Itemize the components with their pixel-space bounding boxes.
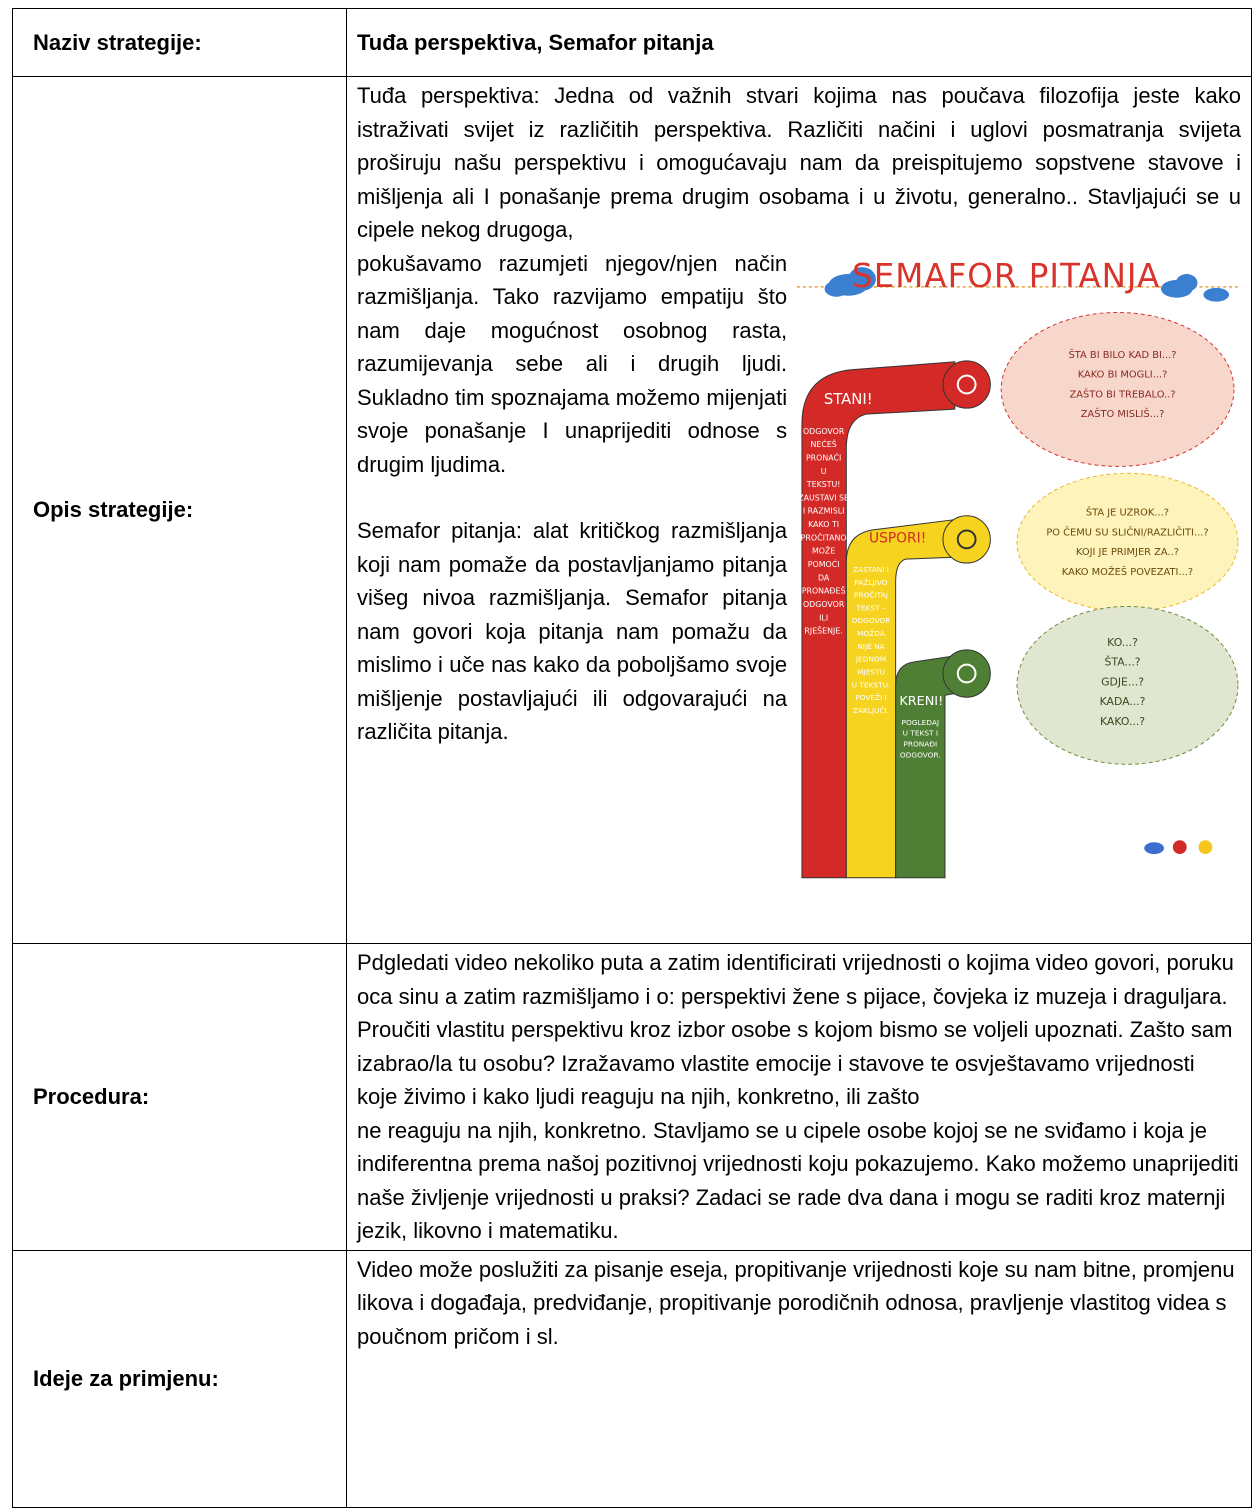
- text-line: RJEŠENJE.: [805, 624, 843, 635]
- text-line: POGLEDAJ: [902, 717, 940, 726]
- go-label: KRENI!: [899, 694, 943, 709]
- text-line: PROČITANO: [801, 531, 847, 542]
- text-line: PROČITAJ: [854, 590, 888, 599]
- text-line: ŠTA...?: [1105, 655, 1141, 668]
- row-content: Video može poslužiti za pisanje eseja, p…: [346, 1249, 1252, 1508]
- stop-label: STANI!: [824, 391, 873, 408]
- text-line: KO...?: [1107, 635, 1138, 648]
- text-line: MOŽDA: [857, 629, 885, 638]
- row-label: Procedura:: [12, 943, 347, 1251]
- text-line: ODGOVOR: [852, 616, 891, 625]
- go-questions: KO...? ŠTA...? GDJE...? KADA...? KAKO...?: [1100, 635, 1146, 727]
- text-line: MJESTU: [857, 667, 885, 676]
- text-line: PRONAĐI: [903, 739, 937, 748]
- text-line: POMOĆI: [808, 558, 840, 569]
- text-line: ILI: [819, 613, 828, 622]
- text-line: KAKO MOŽEŠ POVEZATI...?: [1062, 564, 1193, 577]
- text-line: ODGOVOR.: [900, 750, 941, 759]
- row-label: Opis strategije:: [12, 76, 347, 944]
- text-line: ŠTA JE UZROK...?: [1086, 505, 1169, 518]
- text-line: KADA...?: [1100, 695, 1146, 708]
- text-line: ZAUSTAVI SE: [798, 493, 849, 502]
- paragraph: ne reaguju na njih, konkretno. Stavljamo…: [357, 1117, 1239, 1244]
- text-line: KAKO BI MOGLI...?: [1078, 369, 1168, 380]
- text-line: ZAKLJUČI.: [853, 705, 889, 714]
- page-body: Naziv strategije: Tuđa perspektiva, Sema…: [12, 8, 1252, 1508]
- text-line: POVEŽI I: [855, 693, 887, 702]
- text-line: KAKO...?: [1100, 714, 1145, 727]
- text-line: NIJE NA: [857, 641, 884, 650]
- text-line: I RAZMISLI: [803, 506, 845, 515]
- page: Strategija {"table": {"rows": [ {"label"…: [12, 8, 1252, 1508]
- paragraph: Pdgledati video nekoliko puta a zatim id…: [357, 950, 1234, 1109]
- go-text: POGLEDAJ U TEKST I PRONAĐI ODGOVOR.: [900, 717, 941, 759]
- text-line: PRONAĐEŠ: [802, 584, 846, 595]
- stop-questions: ŠTA BI BILO KAD BI...? KAKO BI MOGLI...? Z…: [1069, 347, 1177, 419]
- text-line: ODGOVOR: [803, 599, 845, 608]
- text-line: ODGOVOR: [803, 426, 845, 435]
- slow-questions: ŠTA JE UZROK...? PO ČEMU SU SLIČNI/RAZLIČ…: [1046, 505, 1208, 577]
- text-line: U TEKST I: [903, 728, 938, 737]
- stop-text: ODGOVOR NEĆEŠ PRONAĆI U TEKSTU! ZAUSTAVI SE I …: [798, 426, 849, 635]
- text-line: TEKSTU!: [806, 480, 841, 489]
- text-line: U: [821, 466, 827, 475]
- text-line: ŠTA BI BILO KAD BI...?: [1069, 347, 1177, 360]
- slow-label: USPORI!: [869, 530, 926, 546]
- text-line: JEDNOM: [855, 654, 886, 663]
- text-line: MOŽE: [812, 544, 835, 555]
- row: Naziv strategije: Tuđa perspektiva, Sema…: [12, 8, 1252, 77]
- row: Procedura: Pdgledati video nekoliko puta…: [12, 943, 1252, 1251]
- text-line: KAKO TI: [808, 520, 839, 529]
- text-line: KOJI JE PRIMJER ZA..?: [1076, 547, 1179, 558]
- strategy-table: Naziv strategije: Tuđa perspektiva, Sema…: [12, 8, 1252, 1508]
- row-content: Tuđa perspektiva: Jedna od važnih stvari…: [346, 76, 1252, 944]
- row: Ideje za primjenu: Video može poslužiti …: [12, 1249, 1252, 1508]
- row-label: Ideje za primjenu:: [12, 1249, 347, 1508]
- left-text: pokušavamo razumjeti njegov/njen način r…: [357, 247, 787, 887]
- text-line: U TEKSTU.: [852, 680, 891, 689]
- paragraph: Tuđa perspektiva: Jedna od važnih stvari…: [357, 83, 1241, 242]
- text-line: GDJE...?: [1101, 675, 1144, 688]
- text-line: PO ČEMU SU SLIČNI/RAZLIČITI...?: [1046, 525, 1208, 538]
- infographic-title: SEMAFOR PITANJA: [852, 256, 1160, 294]
- text-line: PAŽLJIVO: [854, 577, 887, 586]
- slow-text: ZASTANI I PAŽLJIVO PROČITAJ TEKST – ODGOVOR M…: [852, 564, 891, 714]
- paragraph: pokušavamo razumjeti njegov/njen način r…: [357, 250, 788, 477]
- paragraph: Semafor pitanja: alat kritičkog razmišlj…: [357, 518, 788, 744]
- row-label: Naziv strategije:: [12, 8, 347, 77]
- text-line: NEĆEŠ: [811, 438, 837, 449]
- text-line: TEKST –: [855, 603, 886, 612]
- row-content: Tuđa perspektiva, Semafor pitanja: [346, 8, 1252, 77]
- text-line: PRONAĆI: [806, 451, 841, 462]
- text-line: DA: [818, 573, 830, 582]
- text-line: ZAŠTO MISLIŠ...?: [1081, 407, 1165, 420]
- infographic: SEMAFOR PITANJA STANI! USPORI! KRENI! O: [797, 256, 1241, 878]
- text-line: ZAŠTO BI TREBALO..?: [1070, 387, 1176, 400]
- row-content: Pdgledati video nekoliko puta a zatim id…: [346, 943, 1252, 1251]
- content-split: pokušavamo razumjeti njegov/njen način r…: [357, 247, 1241, 887]
- text-line: ZASTANI I: [853, 564, 889, 573]
- row: Opis strategije: Tuđa perspektiva: Jedna…: [12, 76, 1252, 944]
